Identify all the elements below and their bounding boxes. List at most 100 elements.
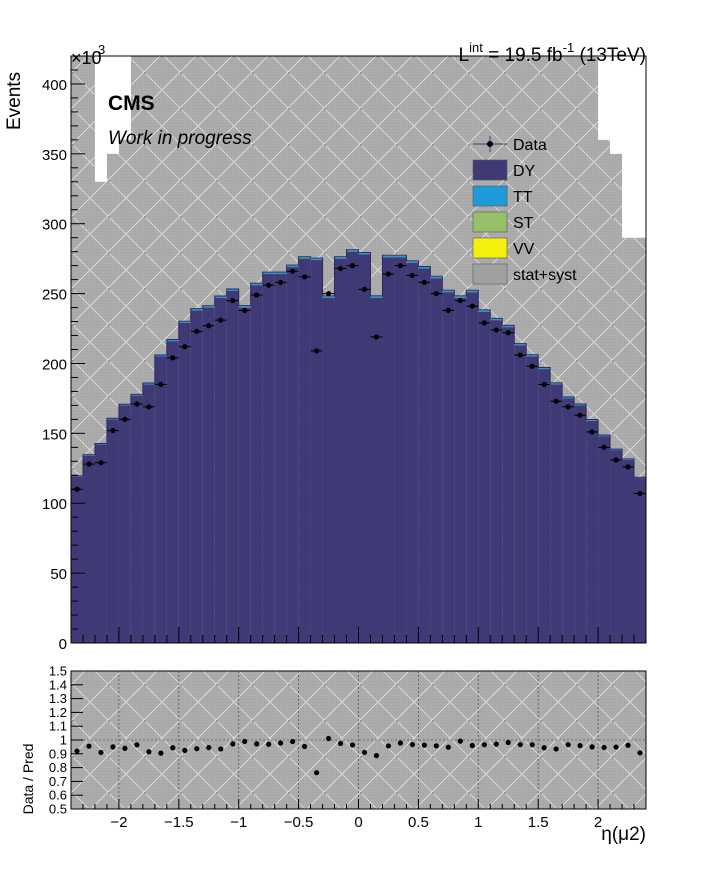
bar-dy-1	[83, 456, 95, 643]
ratio-point-9	[182, 748, 187, 753]
bar-tt-13	[227, 289, 239, 290]
x-tick-label: 1	[474, 814, 482, 831]
ratio-point-24	[362, 750, 367, 755]
bar-dy-20	[311, 260, 323, 643]
ratio-point-43	[589, 744, 594, 749]
bar-dy-47	[634, 478, 646, 643]
ratio-point-3	[110, 744, 115, 749]
ratio-point-31	[446, 745, 451, 750]
ratio-point-4	[122, 746, 127, 751]
main-y-tick-label-50: 50	[50, 566, 67, 583]
bar-tt-31	[442, 291, 454, 292]
data-point-38	[530, 364, 535, 369]
cms-label: CMS	[108, 92, 155, 115]
legend-entry-stat-syst: stat+syst	[473, 264, 577, 284]
bar-dy-33	[466, 292, 478, 643]
ratio-point-37	[518, 742, 523, 747]
data-point-25	[374, 334, 379, 339]
data-point-24	[362, 287, 367, 292]
data-point-22	[338, 266, 343, 271]
ratio-point-33	[470, 743, 475, 748]
data-point-1	[86, 462, 91, 467]
data-point-6	[146, 404, 151, 409]
bar-dy-15	[251, 285, 263, 643]
ratio-point-46	[625, 743, 630, 748]
bar-tt-9	[179, 322, 191, 323]
data-point-13	[230, 298, 235, 303]
data-point-46	[625, 464, 630, 469]
data-point-14	[242, 308, 247, 313]
ratio-point-13	[230, 741, 235, 746]
bar-tt-16	[263, 273, 275, 274]
y-axis-title: Events	[4, 72, 25, 130]
ratio-point-17	[278, 740, 283, 745]
ratio-point-39	[542, 745, 547, 750]
ratio-point-21	[326, 736, 331, 741]
bar-tt-15	[251, 284, 263, 285]
work-in-progress-label: Work in progress	[108, 128, 252, 149]
main-y-tick-label-250: 250	[42, 287, 67, 304]
legend-label: DY	[513, 163, 536, 180]
ratio-point-16	[266, 742, 271, 747]
data-point-44	[601, 445, 606, 450]
bar-tt-7	[155, 355, 167, 356]
bar-dy-21	[323, 298, 335, 643]
bar-tt-19	[299, 257, 311, 258]
ratio-point-35	[494, 742, 499, 747]
ratio-point-40	[554, 746, 559, 751]
main-y-tick-label-0: 0	[59, 636, 67, 653]
x-tick-label: −0.5	[284, 814, 314, 831]
bar-tt-12	[215, 296, 227, 297]
bar-tt-33	[466, 291, 478, 292]
bar-tt-32	[454, 296, 466, 297]
bar-dy-34	[478, 312, 490, 643]
bar-tt-41	[562, 397, 574, 398]
main-y-tick-label-150: 150	[42, 426, 67, 443]
data-point-37	[518, 352, 523, 357]
bar-dy-39	[538, 369, 550, 643]
ratio-point-22	[338, 741, 343, 746]
data-point-41	[566, 404, 571, 409]
ratio-y-tick-label: 1.4	[49, 677, 67, 692]
legend-label: stat+syst	[513, 267, 577, 284]
legend-entry-dy: DY	[473, 160, 536, 180]
data-point-2	[98, 460, 103, 465]
bar-dy-8	[167, 341, 179, 643]
ratio-point-36	[506, 740, 511, 745]
main-y-tick-label-100: 100	[42, 496, 67, 513]
ratio-point-47	[637, 750, 642, 755]
data-point-8	[170, 355, 175, 360]
lumi-prefix: L	[459, 45, 470, 66]
ratio-point-2	[98, 750, 103, 755]
y-exponent-power: 3	[98, 42, 105, 57]
ratio-point-7	[158, 751, 163, 756]
bar-tt-30	[430, 277, 442, 278]
ratio-point-30	[434, 743, 439, 748]
legend-swatch-band	[473, 264, 507, 284]
ratio-y-tick-label: 1	[60, 733, 67, 748]
ratio-point-26	[386, 743, 391, 748]
data-point-17	[278, 280, 283, 285]
legend-label: Data	[513, 137, 547, 154]
bar-tt-42	[574, 404, 586, 405]
bar-dy-18	[287, 267, 299, 643]
lumi-value: = 19.5 fb	[483, 45, 563, 66]
x-tick-label: −2	[110, 814, 127, 831]
ratio-y-tick-label: 0.9	[49, 746, 67, 761]
bar-dy-2	[95, 445, 107, 643]
bar-tt-14	[239, 306, 251, 307]
bar-dy-26	[382, 257, 394, 643]
bar-dy-14	[239, 308, 251, 643]
data-point-34	[482, 320, 487, 325]
ratio-point-19	[302, 744, 307, 749]
legend-entry-tt: TT	[473, 186, 533, 206]
data-point-12	[218, 318, 223, 323]
y-exponent-label: ×10 3	[71, 42, 105, 68]
data-point-15	[254, 292, 259, 297]
ratio-point-44	[601, 745, 606, 750]
bar-tt-8	[167, 340, 179, 341]
x-tick-label: −1	[230, 814, 247, 831]
data-point-31	[446, 308, 451, 313]
ratio-point-10	[194, 746, 199, 751]
